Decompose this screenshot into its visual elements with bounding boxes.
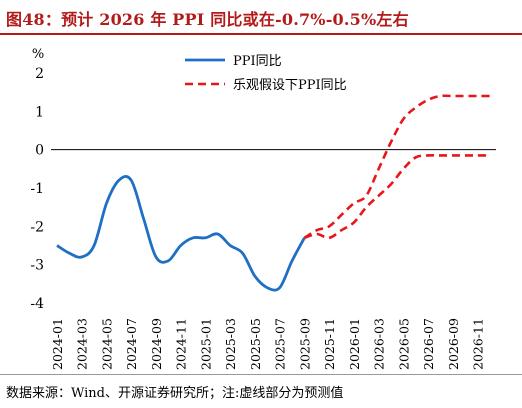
x-tick-label: 2024-05 bbox=[99, 318, 114, 370]
x-tick-label: 2026-07 bbox=[421, 318, 436, 370]
forecast-series-line-2 bbox=[303, 94, 490, 239]
y-axis-unit-label: % bbox=[32, 47, 44, 62]
x-tick-label: 2025-09 bbox=[297, 318, 312, 370]
x-tick-label: 2025-05 bbox=[248, 318, 263, 370]
y-tick-label: 1 bbox=[35, 104, 44, 120]
source-note: 数据来源：Wind、开源证券研究所；注:虚线部分为预测值 bbox=[6, 386, 344, 401]
y-tick-label: -2 bbox=[30, 219, 44, 235]
x-tick-label: 2026-11 bbox=[471, 318, 486, 370]
legend-label: PPI同比 bbox=[233, 54, 282, 69]
x-tick-label: 2024-09 bbox=[149, 318, 164, 370]
forecast-series-line-1 bbox=[303, 153, 490, 240]
source-rule bbox=[0, 374, 522, 375]
x-tick-label: 2025-01 bbox=[198, 318, 213, 370]
x-tick-label: 2025-11 bbox=[322, 318, 337, 370]
x-tick-label: 2026-03 bbox=[372, 318, 387, 370]
y-tick-label: -4 bbox=[30, 296, 44, 312]
y-tick-label: 2 bbox=[35, 66, 44, 82]
x-tick-label: 2026-05 bbox=[396, 318, 411, 370]
legend-label: 乐观假设下PPI同比 bbox=[233, 78, 347, 93]
x-tick-label: 2024-07 bbox=[124, 318, 139, 370]
x-tick-label: 2026-09 bbox=[446, 318, 461, 370]
x-tick-label: 2025-07 bbox=[273, 318, 288, 370]
x-tick-label: 2026-01 bbox=[347, 318, 362, 370]
x-tick-label: 2024-03 bbox=[75, 318, 90, 370]
title-rule bbox=[0, 33, 522, 35]
ppi-series-line bbox=[56, 175, 306, 292]
figure-title: 图48：预计 2026 年 PPI 同比或在-0.7%-0.5%左右 bbox=[6, 10, 409, 29]
x-tick-label: 2024-01 bbox=[50, 318, 65, 370]
y-tick-label: -1 bbox=[30, 181, 44, 197]
x-tick-label: 2024-11 bbox=[174, 318, 189, 370]
y-tick-label: 0 bbox=[35, 143, 44, 159]
ppi-line-chart: % -4 -3 -2 -1 0 1 2 2024-01 2024-03 2024-05 2024-… bbox=[30, 47, 496, 370]
x-tick-label: 2025-03 bbox=[223, 318, 238, 370]
y-tick-label: -3 bbox=[30, 258, 44, 274]
